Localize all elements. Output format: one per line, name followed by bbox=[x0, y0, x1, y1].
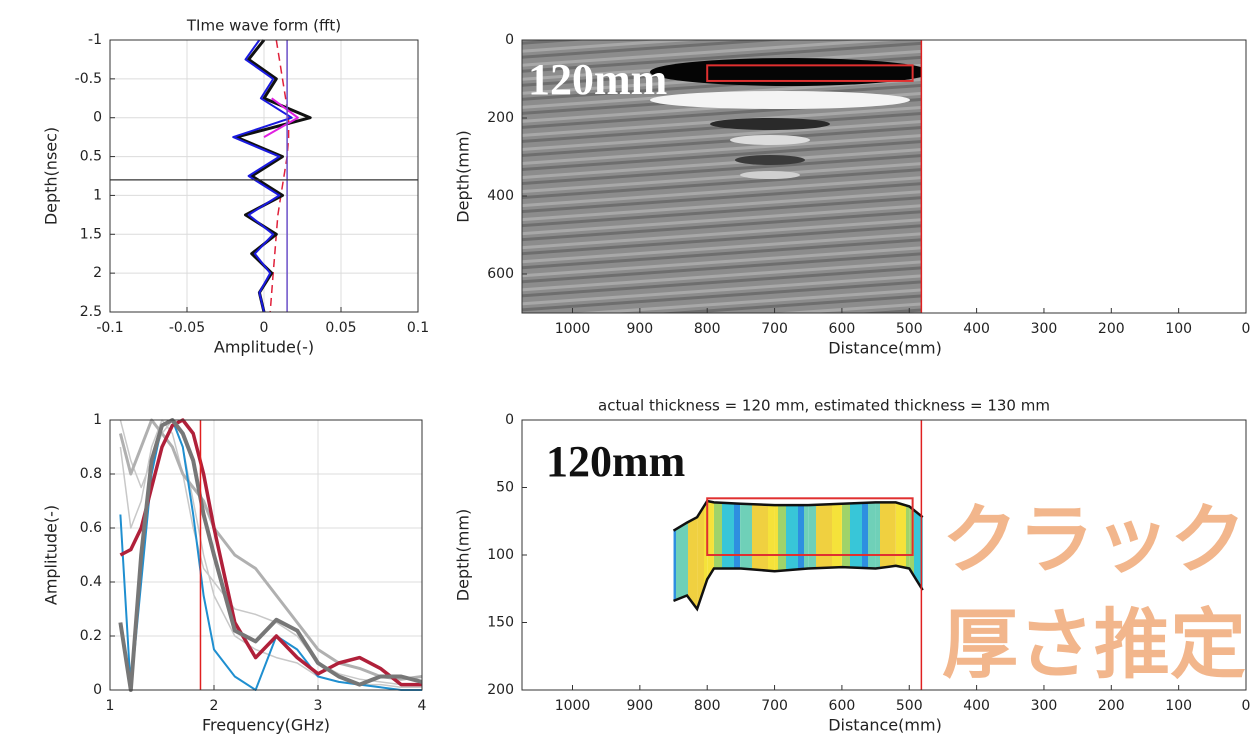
x-tick-label: 1 bbox=[106, 698, 115, 714]
y-tick-label: 0 bbox=[93, 682, 102, 698]
y-tick-label: 200 bbox=[487, 110, 514, 126]
y-axis-label: Depth(nsec) bbox=[42, 127, 61, 225]
x-tick-label: 200 bbox=[1098, 698, 1125, 714]
y-axis-label: Amplitude(-) bbox=[42, 505, 61, 605]
target-box bbox=[706, 64, 914, 82]
thickness-band bbox=[707, 501, 714, 580]
x-tick-label: 0 bbox=[1242, 321, 1251, 337]
x-tick-label: -0.1 bbox=[96, 320, 123, 336]
boundary-line bbox=[672, 499, 924, 532]
x-tick-label: 1000 bbox=[555, 321, 591, 337]
y-tick-label: 0.4 bbox=[80, 574, 102, 590]
x-axis-label: Amplitude(-) bbox=[214, 338, 314, 357]
thickness-band bbox=[841, 502, 876, 569]
x-tick-label: 0.05 bbox=[325, 320, 356, 336]
x-tick-label: 500 bbox=[896, 698, 923, 714]
x-tick-label: 400 bbox=[963, 698, 990, 714]
series-line bbox=[119, 418, 422, 687]
chart-title: actual thickness = 120 mm, estimated thi… bbox=[598, 397, 1050, 415]
panel: -0.1 -0.05 0 0.05 0.1 -1 -0.5 0 0.5 1 1.5 2 2.5 TIme … bbox=[42, 17, 430, 357]
annotation: 120mm bbox=[546, 437, 685, 486]
y-tick-label: -0.5 bbox=[75, 71, 102, 87]
series-line bbox=[232, 39, 293, 313]
x-tick-label: 1000 bbox=[555, 698, 591, 714]
series-line bbox=[263, 97, 299, 138]
x-axis-label: Distance(mm) bbox=[828, 339, 942, 358]
target-box bbox=[706, 497, 914, 556]
x-tick-label: 100 bbox=[1165, 321, 1192, 337]
x-tick-label: 700 bbox=[761, 698, 788, 714]
x-tick-label: 100 bbox=[1165, 698, 1192, 714]
y-tick-label: -1 bbox=[88, 32, 102, 48]
x-tick-label: 500 bbox=[896, 321, 923, 337]
boundary-line bbox=[673, 564, 924, 612]
x-tick-label: 900 bbox=[626, 321, 653, 337]
y-tick-label: 0.8 bbox=[80, 466, 102, 482]
y-axis-label: Depth(mm) bbox=[454, 130, 473, 222]
y-tick-label: 1.5 bbox=[80, 226, 102, 242]
chart-title: TIme wave form (fft) bbox=[186, 17, 341, 35]
thickness-band bbox=[895, 502, 910, 569]
x-tick-label: 4 bbox=[418, 698, 427, 714]
x-tick-label: 800 bbox=[694, 321, 721, 337]
x-tick-label: 0.1 bbox=[407, 320, 429, 336]
x-tick-label: 600 bbox=[829, 698, 856, 714]
y-tick-label: 2.5 bbox=[80, 304, 102, 320]
y-tick-label: 100 bbox=[487, 547, 514, 563]
y-tick-label: 600 bbox=[487, 266, 514, 282]
x-tick-label: 900 bbox=[626, 698, 653, 714]
thickness-band bbox=[774, 505, 809, 572]
x-tick-label: 0 bbox=[260, 320, 269, 336]
series-line bbox=[118, 418, 423, 692]
annotation: 120mm bbox=[528, 55, 667, 104]
thickness-band bbox=[875, 502, 896, 569]
x-tick-label: 300 bbox=[1031, 321, 1058, 337]
panel: 1000 900 800 700 600 500 400 300 200 100 005010015… bbox=[454, 397, 1251, 735]
x-tick-label: 200 bbox=[1098, 321, 1125, 337]
series-line bbox=[269, 39, 290, 313]
x-tick-label: 3 bbox=[314, 698, 323, 714]
y-tick-label: 2 bbox=[93, 265, 102, 281]
y-tick-label: 0 bbox=[93, 110, 102, 126]
panel: 1 2 3 4 0 0.2 0.4 0.6 0.8 1 Frequency(GHz) Amplitud… bbox=[42, 412, 427, 735]
y-tick-label: 400 bbox=[487, 188, 514, 204]
radargram bbox=[522, 40, 922, 313]
overlay-text: クラック bbox=[942, 495, 1246, 584]
y-tick-label: 1 bbox=[93, 187, 102, 203]
y-tick-label: 0.2 bbox=[80, 628, 102, 644]
thickness-band bbox=[687, 517, 698, 609]
thickness-band bbox=[740, 503, 775, 572]
plot-frame bbox=[109, 39, 419, 313]
y-axis-label: Depth(mm) bbox=[454, 509, 473, 601]
thickness-band bbox=[673, 522, 688, 601]
x-axis-label: Distance(mm) bbox=[828, 716, 942, 735]
series-line bbox=[118, 418, 423, 681]
y-tick-label: 50 bbox=[496, 480, 514, 496]
y-tick-label: 0 bbox=[505, 412, 514, 428]
overlay-text: 厚さ推定 bbox=[942, 600, 1246, 689]
x-tick-label: 800 bbox=[694, 698, 721, 714]
x-tick-label: 0 bbox=[1242, 698, 1251, 714]
y-tick-label: 0.5 bbox=[80, 149, 102, 165]
x-tick-label: 300 bbox=[1031, 698, 1058, 714]
y-tick-label: 1 bbox=[93, 412, 102, 428]
plot-frame bbox=[521, 39, 1247, 314]
x-tick-label: 600 bbox=[829, 321, 856, 337]
y-tick-label: 0 bbox=[505, 32, 514, 48]
y-tick-label: 150 bbox=[487, 615, 514, 631]
y-tick-label: 0.6 bbox=[80, 520, 102, 536]
plot-frame bbox=[521, 419, 1247, 691]
plot-frame bbox=[109, 419, 423, 691]
thickness-band bbox=[808, 503, 842, 569]
y-tick-label: 200 bbox=[487, 682, 514, 698]
panel: 1000 900 800 700 600 500 400 300 200 100 002004006… bbox=[454, 32, 1251, 358]
x-tick-label: 2 bbox=[210, 698, 219, 714]
x-axis-label: Frequency(GHz) bbox=[202, 716, 330, 735]
thickness-band bbox=[713, 502, 741, 569]
x-tick-label: 400 bbox=[963, 321, 990, 337]
x-tick-label: -0.05 bbox=[169, 320, 205, 336]
x-tick-label: 700 bbox=[761, 321, 788, 337]
thickness-band bbox=[697, 501, 708, 609]
